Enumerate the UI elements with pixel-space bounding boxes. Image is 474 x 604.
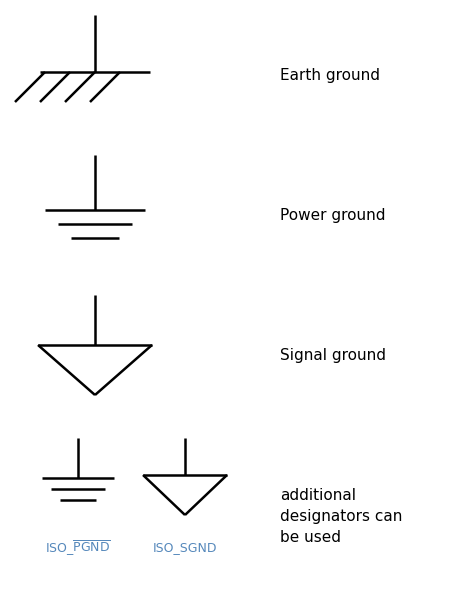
Text: Power ground: Power ground bbox=[280, 208, 385, 223]
Text: Earth ground: Earth ground bbox=[280, 68, 380, 83]
Text: ISO_SGND: ISO_SGND bbox=[153, 542, 217, 554]
Text: ISO_$\overline{\rm PGND}$: ISO_$\overline{\rm PGND}$ bbox=[45, 539, 111, 557]
Text: Signal ground: Signal ground bbox=[280, 348, 386, 363]
Text: additional
designators can
be used: additional designators can be used bbox=[280, 488, 402, 545]
